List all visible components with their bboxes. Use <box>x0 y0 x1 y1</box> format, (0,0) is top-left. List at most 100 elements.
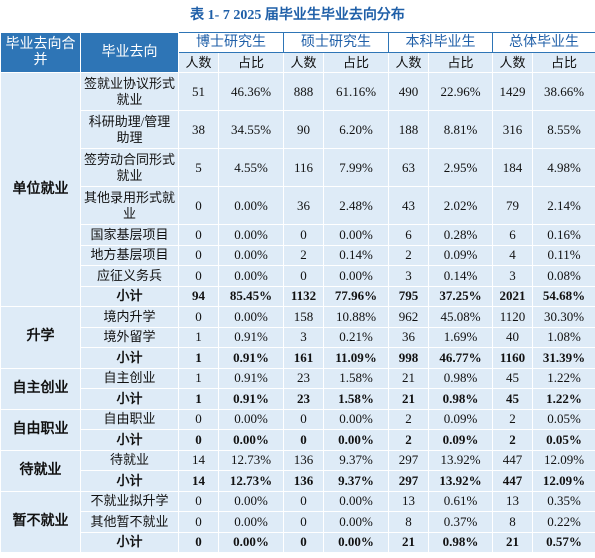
table-cell: 1.69% <box>428 326 493 348</box>
column-header: 博士研究生 <box>178 32 284 53</box>
table-cell: 0.00% <box>218 511 284 533</box>
table-row: 小计 14 12.73% 136 9.37% 297 13.92% 447 12.09% <box>1 470 595 492</box>
table-cell: 4 <box>492 244 533 266</box>
table-cell: 23 <box>283 388 324 410</box>
table-cell: 0.37% <box>428 511 493 533</box>
table-row: 科研助理/管理助理 38 34.55% 90 6.20% 188 8.81% 316 8.55% <box>1 110 595 149</box>
row-label: 小计 <box>80 347 179 369</box>
table: 毕业去向合并 毕业去向 博士研究生 硕士研究生 本科毕业生 总体毕业生 人数 占比 人数 占比 人数… <box>0 32 595 553</box>
table-cell: 4.98% <box>532 148 595 187</box>
table-cell: 6.20% <box>323 110 389 149</box>
table-cell: 2.48% <box>323 186 389 225</box>
row-label: 科研助理/管理助理 <box>80 110 179 149</box>
table-cell: 13.92% <box>428 470 493 492</box>
table-cell: 0 <box>178 490 219 512</box>
row-label: 小计 <box>80 470 179 492</box>
table-cell: 447 <box>492 449 533 471</box>
table-cell: 3 <box>388 265 429 287</box>
table-cell: 8.55% <box>532 110 595 149</box>
table-cell: 1120 <box>492 306 533 328</box>
table-cell: 0.16% <box>532 224 595 246</box>
table-cell: 0.05% <box>532 408 595 430</box>
table-cell: 0 <box>178 224 219 246</box>
table-cell: 0.09% <box>428 408 493 430</box>
table-row: 小计 1 0.91% 161 11.09% 998 46.77% 1160 31.39% <box>1 347 595 369</box>
table-title: 表 1- 7 2025 届毕业生毕业去向分布 <box>190 8 405 23</box>
table-cell: 0 <box>178 306 219 328</box>
table-cell: 46.77% <box>428 347 493 369</box>
table-row: 小计 94 85.45% 1132 77.96% 795 37.25% 2021 54.68% <box>1 285 595 307</box>
table-cell: 0.00% <box>323 224 389 246</box>
table-cell: 40 <box>492 326 533 348</box>
table-cell: 0 <box>178 408 219 430</box>
table-row: 地方基层项目 0 0.00% 2 0.14% 2 0.09% 4 0.11% <box>1 244 595 266</box>
table-cell: 0 <box>283 265 324 287</box>
row-label: 小计 <box>80 285 179 307</box>
row-label: 小计 <box>80 429 179 451</box>
table-cell: 45 <box>492 367 533 389</box>
table-cell: 2.02% <box>428 186 493 225</box>
table-cell: 34.55% <box>218 110 284 149</box>
table-cell: 0.00% <box>218 306 284 328</box>
row-label: 不就业拟升学 <box>80 490 179 512</box>
header-row: 人数 占比 人数 占比 人数 占比 人数 占比 <box>1 52 595 73</box>
table-cell: 0.00% <box>323 265 389 287</box>
table-cell: 0 <box>283 224 324 246</box>
table-row: 国家基层项目 0 0.00% 0 0.00% 6 0.28% 6 0.16% <box>1 224 595 246</box>
table-cell: 0.00% <box>218 490 284 512</box>
subcolumn-header: 人数 <box>178 52 219 73</box>
table-cell: 51 <box>178 72 219 111</box>
table-cell: 0.00% <box>323 511 389 533</box>
row-label: 其他录用形式就业 <box>80 186 179 225</box>
table-cell: 0.91% <box>218 326 284 348</box>
row-label: 签劳动合同形式就业 <box>80 148 179 187</box>
table-cell: 0.00% <box>323 490 389 512</box>
table-cell: 9.37% <box>323 470 389 492</box>
table-row: 待就业 待就业 14 12.73% 136 9.37% 297 13.92% 447 12.09% <box>0 449 595 492</box>
column-header: 本科毕业生 <box>388 32 493 53</box>
table-row: 境外留学 1 0.91% 3 0.21% 36 1.69% 40 1.08% <box>1 326 595 348</box>
row-label: 小计 <box>80 531 179 553</box>
table-row: 其他录用形式就业 0 0.00% 36 2.48% 43 2.02% 79 2.14% <box>1 186 595 225</box>
table-cell: 45.08% <box>428 306 493 328</box>
table-cell: 1132 <box>283 285 324 307</box>
table-cell: 10.88% <box>323 306 389 328</box>
table-cell: 0 <box>178 429 219 451</box>
table-cell: 77.96% <box>323 285 389 307</box>
table-cell: 12.09% <box>532 449 595 471</box>
table-cell: 116 <box>283 148 324 187</box>
table-row: 自由职业 自由职业 0 0.00% 0 0.00% 2 0.09% 2 0.05% <box>0 408 595 451</box>
table-row: 小计 1 0.91% 23 1.58% 21 0.98% 45 1.22% <box>1 388 595 410</box>
table-cell: 38 <box>178 110 219 149</box>
table-cell: 11.09% <box>323 347 389 369</box>
table-cell: 21 <box>388 531 429 553</box>
table-cell: 188 <box>388 110 429 149</box>
table-cell: 0 <box>283 490 324 512</box>
table-cell: 90 <box>283 110 324 149</box>
table-cell: 888 <box>283 72 324 111</box>
row-label: 地方基层项目 <box>80 244 179 266</box>
table-cell: 0.14% <box>323 244 389 266</box>
table-cell: 13 <box>388 490 429 512</box>
table-cell: 0.11% <box>532 244 595 266</box>
table-cell: 0.91% <box>218 347 284 369</box>
table-cell: 36 <box>388 326 429 348</box>
table-cell: 0 <box>178 531 219 553</box>
table-cell: 14 <box>178 449 219 471</box>
table-cell: 21 <box>388 367 429 389</box>
table-cell: 1.22% <box>532 367 595 389</box>
table-cell: 1.08% <box>532 326 595 348</box>
row-label: 应征义务兵 <box>80 265 179 287</box>
table-row: 签劳动合同形式就业 5 4.55% 116 7.99% 63 2.95% 184 4.98% <box>1 148 595 187</box>
table-cell: 63 <box>388 148 429 187</box>
table-cell: 30.30% <box>532 306 595 328</box>
table-cell: 1 <box>178 326 219 348</box>
table-cell: 297 <box>388 449 429 471</box>
table-cell: 45 <box>492 388 533 410</box>
table-cell: 2 <box>283 244 324 266</box>
subcolumn-header: 占比 <box>218 52 284 73</box>
table-cell: 0.00% <box>218 429 284 451</box>
table-cell: 1 <box>178 388 219 410</box>
table-row: 自主创业 自主创业 1 0.91% 23 1.58% 21 0.98% 45 1.22% <box>0 367 595 410</box>
